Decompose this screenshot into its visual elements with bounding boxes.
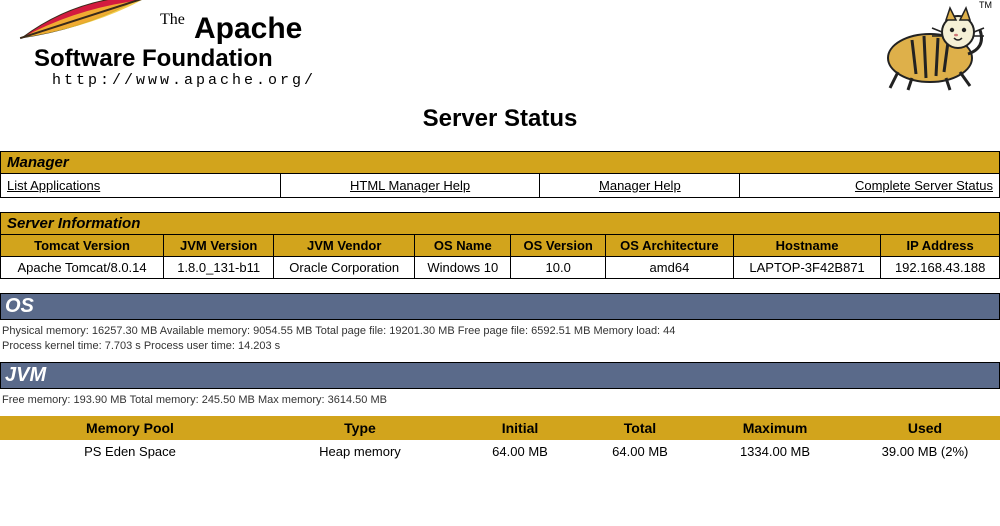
list-applications-link[interactable]: List Applications: [7, 178, 100, 193]
td-memory-pool: PS Eden Space: [0, 440, 260, 463]
manager-table: Manager List Applications HTML Manager H…: [0, 151, 1000, 198]
th-hostname: Hostname: [733, 235, 880, 257]
td-os-version: 10.0: [511, 257, 606, 279]
tomcat-logo: TM: [862, 0, 992, 95]
os-stats-line1: Physical memory: 16257.30 MB Available m…: [2, 324, 998, 339]
asf-logo: The Apache Software Foundation http://ww…: [8, 0, 332, 95]
asf-url-text: http://www.apache.org/: [52, 72, 316, 89]
th-jvm-version: JVM Version: [164, 235, 274, 257]
jvm-section-header: JVM: [0, 362, 1000, 389]
td-ip: 192.168.43.188: [881, 257, 1000, 279]
th-jvm-vendor: JVM Vendor: [274, 235, 415, 257]
jvm-stats: Free memory: 193.90 MB Total memory: 245…: [0, 389, 1000, 410]
td-jvm-version: 1.8.0_131-b11: [164, 257, 274, 279]
html-manager-help-link[interactable]: HTML Manager Help: [350, 178, 470, 193]
tm-label: TM: [979, 0, 992, 10]
manager-section-header: Manager: [1, 152, 1000, 174]
th-os-name: OS Name: [415, 235, 511, 257]
th-tomcat-version: Tomcat Version: [1, 235, 164, 257]
th-initial: Initial: [460, 416, 580, 440]
td-initial: 64.00 MB: [460, 440, 580, 463]
jvm-memory-table: Memory Pool Type Initial Total Maximum U…: [0, 416, 1000, 463]
td-total: 64.00 MB: [580, 440, 700, 463]
header-area: The Apache Software Foundation http://ww…: [0, 0, 1000, 95]
th-total: Total: [580, 416, 700, 440]
th-used: Used: [850, 416, 1000, 440]
td-tomcat-version: Apache Tomcat/8.0.14: [1, 257, 164, 279]
th-os-arch: OS Architecture: [605, 235, 733, 257]
os-stats: Physical memory: 16257.30 MB Available m…: [0, 320, 1000, 356]
th-ip: IP Address: [881, 235, 1000, 257]
th-maximum: Maximum: [700, 416, 850, 440]
os-stats-line2: Process kernel time: 7.703 s Process use…: [2, 339, 998, 354]
th-type: Type: [260, 416, 460, 440]
td-os-arch: amd64: [605, 257, 733, 279]
th-os-version: OS Version: [511, 235, 606, 257]
td-hostname: LAPTOP-3F42B871: [733, 257, 880, 279]
td-os-name: Windows 10: [415, 257, 511, 279]
server-info-table: Server Information Tomcat Version JVM Ve…: [0, 212, 1000, 279]
page-title: Server Status: [0, 105, 1000, 133]
td-maximum: 1334.00 MB: [700, 440, 850, 463]
asf-the-text: The: [160, 11, 185, 28]
td-type: Heap memory: [260, 440, 460, 463]
jvm-stats-line1: Free memory: 193.90 MB Total memory: 245…: [2, 393, 998, 408]
td-used: 39.00 MB (2%): [850, 440, 1000, 463]
os-section-header: OS: [0, 293, 1000, 320]
th-memory-pool: Memory Pool: [0, 416, 260, 440]
manager-help-link[interactable]: Manager Help: [599, 178, 681, 193]
complete-server-status-link[interactable]: Complete Server Status: [855, 178, 993, 193]
asf-sf-text: Software Foundation: [34, 45, 273, 72]
server-info-section-header: Server Information: [1, 213, 1000, 235]
asf-apache-text: Apache: [194, 12, 302, 45]
td-jvm-vendor: Oracle Corporation: [274, 257, 415, 279]
